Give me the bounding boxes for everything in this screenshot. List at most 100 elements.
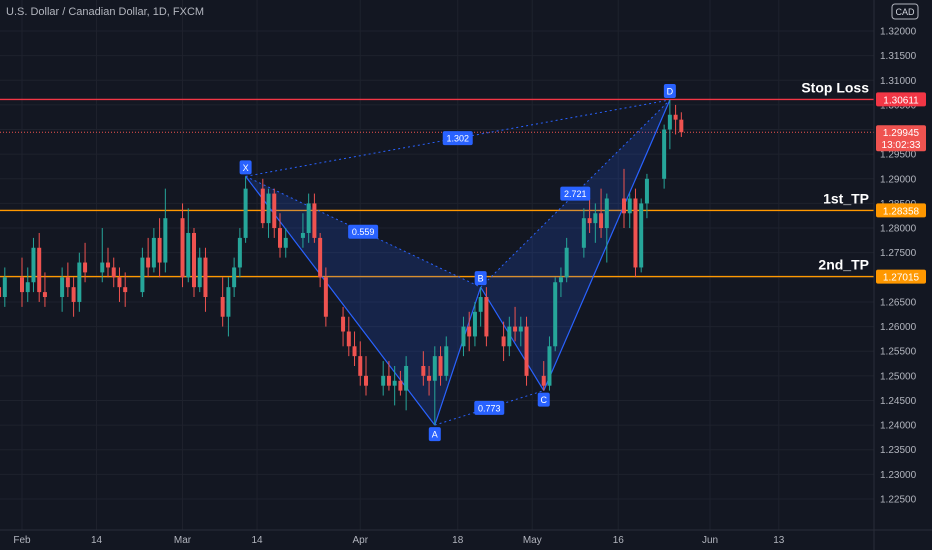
candle-body: [381, 375, 386, 386]
ratio-label: 0.773: [478, 403, 501, 413]
candle-body: [106, 262, 110, 268]
y-tick-label: 1.26000: [880, 322, 917, 333]
candle-body: [278, 228, 282, 248]
ratio-badge: [560, 186, 591, 201]
candle-body: [364, 375, 368, 386]
harmonic-pattern[interactable]: [245, 99, 671, 426]
candle-body: [65, 277, 70, 288]
candle-body: [587, 218, 592, 224]
x-tick-label: Jun: [702, 535, 718, 546]
y-tick-label: 1.23000: [880, 470, 917, 481]
candle-body: [398, 380, 403, 391]
pattern-point-label: C: [540, 395, 547, 405]
candle-body: [386, 375, 391, 386]
candle-body: [627, 198, 632, 214]
candle-body: [20, 277, 24, 293]
candle-body: [679, 119, 684, 133]
candle-body: [358, 356, 363, 376]
level-price-badge-label: 1.28358: [883, 206, 920, 217]
pattern-point-label: D: [667, 86, 674, 96]
x-tick-label: 18: [452, 535, 464, 546]
x-tick-label: 13: [773, 535, 785, 546]
y-tick-label: 1.27500: [880, 248, 917, 259]
pattern-point-label: A: [432, 430, 438, 440]
y-tick-label: 1.22500: [880, 495, 917, 506]
currency-badge-box: [891, 3, 919, 20]
y-tick-label: 1.25500: [880, 347, 917, 358]
candle-body: [392, 380, 397, 386]
candle-body: [341, 316, 346, 332]
candle-body: [140, 257, 145, 293]
level-price-badge-label: 1.30611: [883, 95, 919, 106]
candle-body: [117, 277, 122, 288]
candle-body: [432, 356, 437, 381]
last-price-label: 1.29945: [883, 128, 920, 139]
candle-body: [633, 198, 638, 268]
candle-body: [662, 129, 667, 179]
pattern-point-badge: [428, 427, 441, 442]
pattern-point-label: B: [478, 274, 484, 284]
candle-body: [421, 365, 426, 376]
candle-body: [60, 277, 65, 298]
pattern-leg: [480, 286, 545, 391]
candle-body: [100, 262, 105, 273]
candle-body: [203, 257, 208, 298]
y-tick-label: 1.26500: [880, 297, 917, 308]
ratio-label: 0.559: [352, 227, 375, 237]
ratio-badge: [348, 224, 379, 239]
y-tick-label: 1.24000: [880, 421, 917, 432]
candle-body: [312, 203, 317, 238]
candle-body: [599, 213, 604, 229]
time-axis[interactable]: Feb 14 Mar 14 Apr 18 May 16 Jun 13: [13, 535, 784, 546]
candle-body: [427, 375, 432, 381]
candle-body: [77, 262, 82, 302]
candle-body: [123, 287, 128, 293]
candle-body: [467, 326, 472, 337]
candle-body: [478, 297, 483, 312]
currency-badge-label: CAD: [895, 7, 915, 17]
grid-lines: [0, 0, 874, 530]
x-tick-label: Feb: [13, 535, 31, 546]
y-tick-label: 1.24500: [880, 396, 917, 407]
currency-badge[interactable]: CAD: [891, 3, 919, 20]
candle-body: [180, 218, 185, 278]
pattern-ratio-line: [480, 99, 671, 288]
candle-body: [541, 375, 546, 386]
candle-body: [272, 193, 277, 229]
pattern-leg: [434, 286, 482, 426]
candle-body: [644, 178, 649, 204]
candle-body: [283, 237, 288, 248]
candle-body: [593, 213, 598, 224]
pattern-ratio-line: [245, 175, 481, 288]
level-name-label: 2nd_TP: [818, 257, 869, 273]
candle-body: [404, 365, 409, 391]
candle-body: [558, 277, 563, 283]
candle-body: [604, 198, 609, 229]
candle-body: [639, 203, 644, 268]
y-tick-label: 1.25000: [880, 371, 917, 382]
pattern-point-badge: [474, 271, 487, 286]
candle-body: [622, 198, 626, 214]
y-tick-label: 1.29500: [880, 150, 917, 161]
x-tick-label: 16: [613, 535, 625, 546]
candle-body: [513, 326, 518, 332]
candle-body: [151, 237, 156, 268]
candle-body: [226, 287, 231, 317]
candle-body: [266, 193, 271, 224]
candle-body: [318, 237, 323, 278]
pattern-point-badge: [537, 392, 550, 407]
candle-body: [438, 356, 443, 376]
ratio-badge: [442, 131, 473, 146]
candle-body: [71, 287, 76, 302]
candle-body: [306, 203, 311, 233]
candle-body: [501, 336, 506, 347]
level-labels: Stop Loss 1st_TP 2nd_TP: [801, 79, 869, 272]
candle-body: [346, 331, 351, 347]
x-tick-label: Apr: [352, 535, 368, 546]
candle-body: [83, 262, 88, 273]
candle-body: [37, 247, 42, 293]
